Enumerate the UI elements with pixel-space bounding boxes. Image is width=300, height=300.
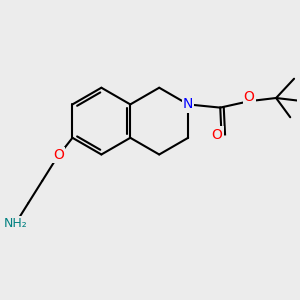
Text: O: O bbox=[53, 148, 64, 162]
Text: O: O bbox=[244, 90, 255, 104]
Text: O: O bbox=[212, 128, 223, 142]
Text: N: N bbox=[183, 98, 193, 111]
Text: NH₂: NH₂ bbox=[3, 217, 27, 230]
